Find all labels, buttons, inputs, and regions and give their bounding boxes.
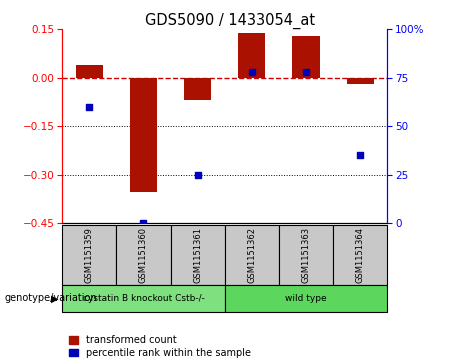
Text: wild type: wild type (285, 294, 327, 303)
Bar (184, 78, 211, 100)
Text: GSM1151361: GSM1151361 (193, 227, 202, 283)
Bar (347, 78, 374, 84)
Bar (225, 285, 387, 312)
Bar (62, 225, 116, 285)
Text: GSM1151363: GSM1151363 (301, 227, 311, 283)
Text: ▶: ▶ (51, 293, 58, 303)
Text: GDS5090 / 1433054_at: GDS5090 / 1433054_at (145, 13, 316, 29)
Text: GSM1151360: GSM1151360 (139, 227, 148, 283)
Bar (225, 225, 279, 285)
Text: GSM1151359: GSM1151359 (85, 227, 94, 283)
Text: cystatin B knockout Cstb-/-: cystatin B knockout Cstb-/- (83, 294, 204, 303)
Bar (333, 225, 387, 285)
Bar (279, 225, 333, 285)
Point (248, 69, 255, 75)
Point (86, 104, 93, 110)
Point (356, 152, 364, 158)
Point (302, 69, 310, 75)
Point (140, 220, 147, 226)
Bar (171, 225, 225, 285)
Text: genotype/variation: genotype/variation (5, 293, 97, 303)
Point (194, 172, 201, 178)
Legend: transformed count, percentile rank within the sample: transformed count, percentile rank withi… (70, 335, 251, 358)
Bar (76, 65, 103, 78)
Text: GSM1151362: GSM1151362 (247, 227, 256, 283)
Bar (62, 285, 225, 312)
Bar (238, 33, 266, 78)
Bar (116, 225, 171, 285)
Text: GSM1151364: GSM1151364 (355, 227, 365, 283)
Bar (130, 78, 157, 192)
Bar (292, 36, 319, 78)
